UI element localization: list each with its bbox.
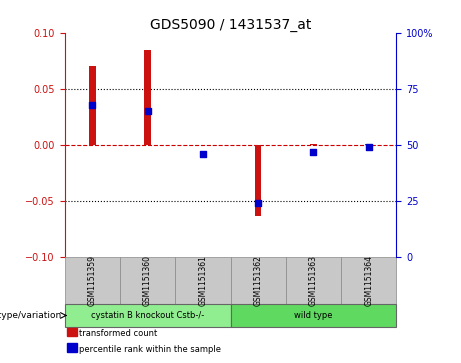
Text: GSM1151359: GSM1151359 [88, 255, 97, 306]
Text: GSM1151364: GSM1151364 [364, 255, 373, 306]
Bar [230, 257, 286, 304]
Bar [65, 304, 230, 327]
Bar [67, 343, 77, 352]
Bar [120, 257, 175, 304]
Bar [255, 145, 261, 216]
Text: wild type: wild type [294, 311, 333, 320]
Point [365, 144, 372, 150]
Point [89, 102, 96, 107]
Bar [65, 257, 120, 304]
Bar [67, 328, 77, 336]
Point [199, 151, 207, 157]
Bar [175, 257, 230, 304]
Text: cystatin B knockout Cstb-/-: cystatin B knockout Cstb-/- [91, 311, 204, 320]
Point [310, 149, 317, 155]
Text: percentile rank within the sample: percentile rank within the sample [79, 344, 221, 354]
Text: GSM1151363: GSM1151363 [309, 255, 318, 306]
Text: genotype/variation: genotype/variation [0, 311, 62, 320]
Point [254, 200, 262, 206]
Point [144, 109, 151, 114]
Bar [230, 304, 396, 327]
Text: GSM1151360: GSM1151360 [143, 255, 152, 306]
Title: GDS5090 / 1431537_at: GDS5090 / 1431537_at [150, 18, 311, 32]
Bar [286, 257, 341, 304]
Bar [341, 257, 396, 304]
Bar [310, 144, 317, 145]
Text: GSM1151362: GSM1151362 [254, 255, 263, 306]
Bar [144, 49, 151, 145]
Text: GSM1151361: GSM1151361 [198, 255, 207, 306]
Text: transformed count: transformed count [79, 329, 158, 338]
Bar [366, 144, 372, 145]
Bar [89, 66, 95, 145]
